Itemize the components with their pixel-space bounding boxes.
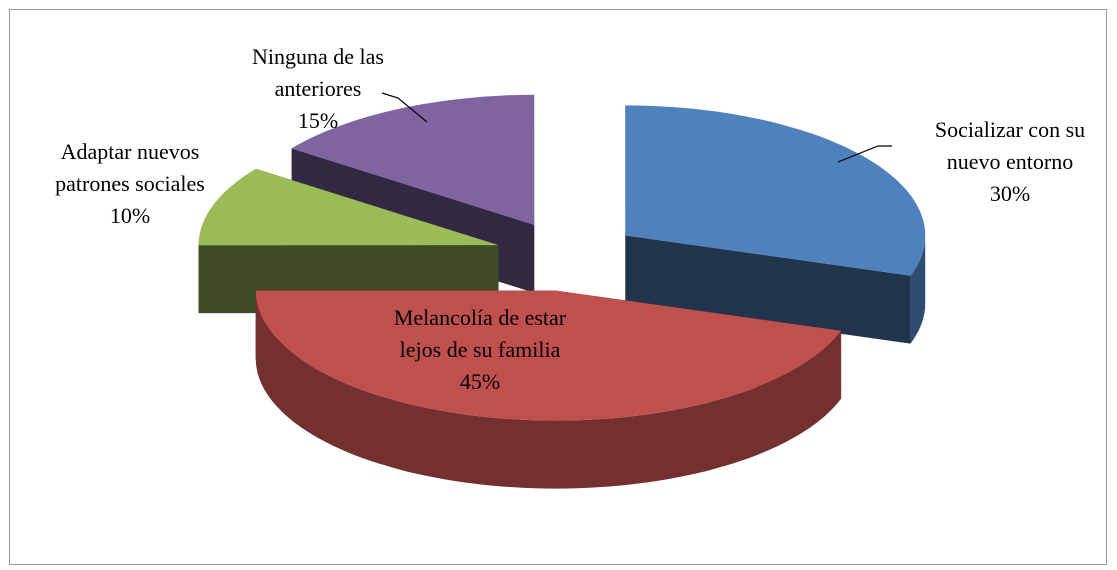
slice-label: Melancolía de estar lejos de su familia …: [387, 302, 573, 398]
leader-line: [381, 92, 428, 123]
category-label: Ninguna de las anteriores: [252, 44, 384, 101]
value-label: 30%: [989, 181, 1031, 206]
slice: [255, 290, 842, 421]
slice-label: Socializar con su nuevo entorno 30%: [920, 114, 1100, 210]
slice-label: Ninguna de las anteriores 15%: [238, 41, 398, 137]
slice-label: Adaptar nuevos patrones sociales 10%: [30, 136, 230, 232]
slice-side-wall: [255, 290, 842, 489]
leader-line: [837, 145, 892, 163]
value-label: 10%: [109, 203, 151, 228]
slices: [198, 94, 926, 489]
value-label: 15%: [297, 108, 339, 133]
value-label: 45%: [459, 369, 501, 394]
slice: [625, 105, 926, 276]
slice: [291, 94, 535, 225]
slice: [198, 168, 499, 246]
category-label: Adaptar nuevos patrones sociales: [55, 139, 205, 196]
category-label: Melancolía de estar lejos de su familia: [393, 305, 567, 362]
slice-side-wall: [910, 235, 926, 344]
category-label: Socializar con su nuevo entorno: [934, 117, 1086, 174]
slice-radial-wall: [625, 235, 911, 344]
